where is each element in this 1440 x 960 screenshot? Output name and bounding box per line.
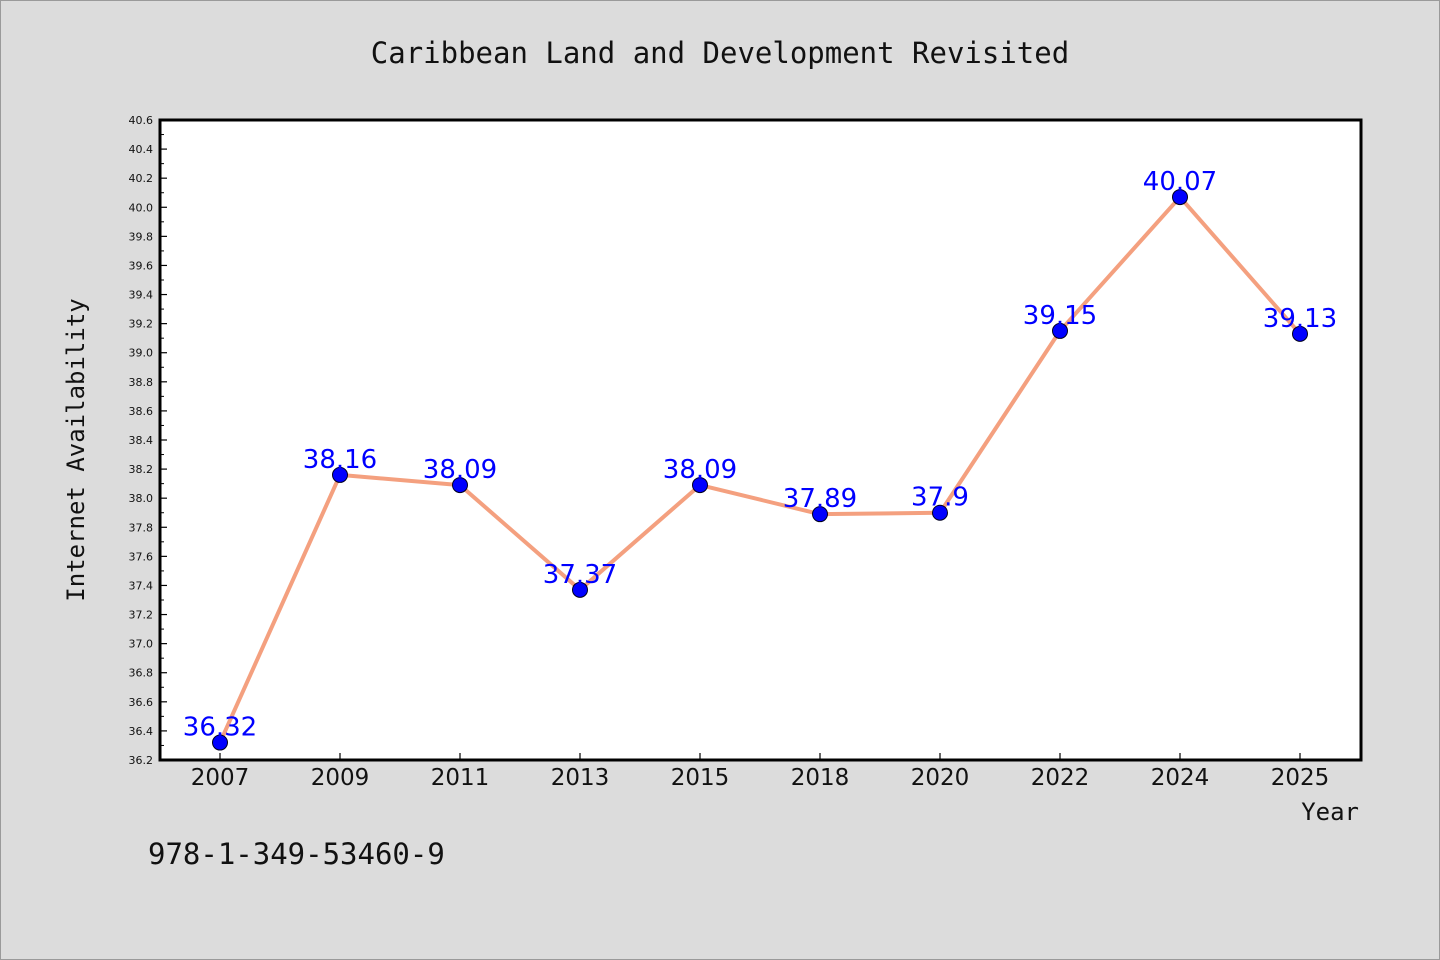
y-tick-label: 36.4 — [129, 725, 154, 738]
y-tick-label: 39.4 — [129, 289, 154, 302]
data-label: 37.37 — [543, 560, 617, 590]
x-tick-label: 2015 — [671, 765, 730, 791]
x-axis: 2007 2009 2011 2013 2015 2018 2020 2022 2024 2025 — [191, 753, 1330, 791]
y-tick-label: 36.2 — [129, 754, 154, 767]
data-label: 39.15 — [1023, 301, 1097, 331]
y-tick-label: 40.2 — [129, 172, 154, 185]
data-point — [692, 477, 708, 494]
y-tick-label: 37.6 — [129, 550, 154, 563]
y-tick-label: 39.8 — [129, 230, 154, 243]
data-label: 38.09 — [663, 455, 737, 485]
y-tick-label: 38.2 — [129, 463, 154, 476]
y-axis-title: Internet Availability — [62, 298, 90, 601]
data-point — [1292, 325, 1308, 342]
y-tick-label: 37.0 — [129, 638, 154, 651]
y-tick-label: 37.8 — [129, 521, 154, 534]
data-label: 40.07 — [1143, 167, 1217, 197]
y-tick-label: 39.6 — [129, 259, 154, 272]
x-tick-label: 2011 — [431, 765, 490, 791]
data-point — [212, 734, 228, 751]
x-tick-label: 2024 — [1151, 765, 1210, 791]
y-tick-label: 37.4 — [129, 579, 154, 592]
y-tick-label: 38.4 — [129, 434, 154, 447]
data-point — [572, 581, 588, 598]
y-tick-label: 39.0 — [129, 347, 154, 360]
data-label: 37.89 — [783, 484, 857, 514]
x-tick-label: 2009 — [311, 765, 370, 791]
data-label: 36.32 — [183, 713, 257, 743]
data-label: 38.09 — [423, 455, 497, 485]
data-point — [812, 506, 828, 523]
x-tick-label: 2025 — [1271, 765, 1330, 791]
y-tick-label: 38.8 — [129, 376, 154, 389]
series-line-group — [218, 195, 1302, 745]
y-tick-label: 36.8 — [129, 667, 154, 680]
isbn-annotation: 978-1-349-53460-9 — [148, 837, 445, 871]
y-tick-label: 40.0 — [129, 201, 154, 214]
markers-group — [212, 189, 1308, 751]
y-tick-label: 40.6 — [129, 114, 154, 127]
y-tick-label: 38.0 — [129, 492, 154, 505]
x-tick-label: 2007 — [191, 765, 250, 791]
plot-border — [158, 118, 1363, 762]
x-axis-title: Year — [1301, 798, 1359, 826]
x-tick-label: 2013 — [551, 765, 610, 791]
chart-title: Caribbean Land and Development Revisited — [371, 36, 1069, 70]
plot-area — [160, 120, 1361, 760]
x-tick-label: 2020 — [911, 765, 970, 791]
data-point — [932, 504, 948, 521]
y-tick-label: 40.4 — [129, 143, 154, 156]
data-point — [452, 477, 468, 494]
y-tick-label: 38.6 — [129, 405, 154, 418]
data-point — [1052, 322, 1068, 339]
y-tick-label: 37.2 — [129, 609, 154, 622]
data-point — [1172, 189, 1188, 206]
data-labels-group: 36.32 38.16 38.09 37.37 38.09 37.89 37.9 39.15 4… — [183, 167, 1337, 742]
y-tick-label: 36.6 — [129, 696, 154, 709]
data-label: 37.9 — [911, 483, 969, 513]
data-label: 38.16 — [303, 445, 377, 475]
series-line — [218, 195, 1302, 745]
y-tick-label: 39.2 — [129, 318, 154, 331]
data-point — [332, 466, 348, 483]
data-label: 39.13 — [1263, 304, 1337, 334]
x-tick-label: 2018 — [791, 765, 850, 791]
x-tick-label: 2022 — [1031, 765, 1090, 791]
